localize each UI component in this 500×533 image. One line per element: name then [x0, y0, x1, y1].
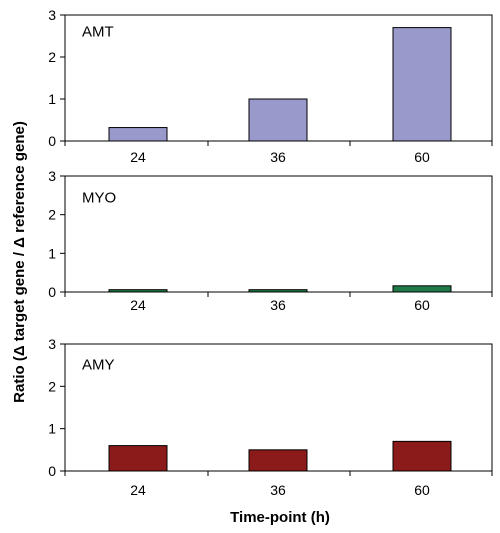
bar-36	[248, 98, 308, 142]
x-tick-label: 36	[270, 149, 286, 165]
y-tick-label: 1	[48, 91, 56, 107]
bar-24	[108, 289, 168, 293]
bar-60	[392, 440, 452, 472]
bar-60	[392, 27, 452, 142]
y-tick-label: 0	[48, 463, 56, 479]
y-tick-label: 3	[48, 7, 56, 23]
x-tick-label: 36	[270, 297, 286, 313]
chart-panel-amt: 0 1 2 3 24 36 60 AMT	[48, 7, 493, 165]
x-tick-label: 24	[130, 149, 146, 165]
chart-panels: 0 1 2 3 24 36 60 AMT 0 1 2 3 24 36 60 MYO 0 1 2 3 24 36 60 AMY	[48, 7, 493, 498]
panel-label: AMT	[82, 23, 114, 40]
panel-label: AMY	[82, 356, 115, 373]
y-tick-label: 1	[48, 421, 56, 437]
y-tick-label: 3	[48, 336, 56, 352]
x-tick-label: 60	[414, 297, 430, 313]
y-tick-label: 3	[48, 168, 56, 184]
y-tick-label: 0	[48, 284, 56, 300]
x-axis-title: Time-point (h)	[230, 509, 330, 526]
x-tick-label: 24	[130, 482, 146, 498]
chart-panel-myo: 0 1 2 3 24 36 60 MYO	[48, 168, 493, 313]
bar-36	[248, 289, 308, 293]
y-tick-label: 2	[48, 49, 56, 65]
bar-24	[108, 127, 168, 142]
y-axis-title: Ratio (Δ target gene / Δ reference gene)	[11, 121, 28, 403]
y-tick-label: 1	[48, 245, 56, 261]
panel-label: MYO	[82, 189, 116, 206]
x-tick-label: 36	[270, 482, 286, 498]
x-tick-label: 24	[130, 297, 146, 313]
y-tick-label: 2	[48, 378, 56, 394]
y-tick-label: 2	[48, 207, 56, 223]
x-tick-label: 60	[414, 482, 430, 498]
plot-frame	[64, 175, 493, 293]
bar-60	[392, 285, 452, 293]
bar-24	[108, 445, 168, 472]
y-tick-label: 0	[48, 133, 56, 149]
x-tick-label: 60	[414, 149, 430, 165]
chart-panel-amy: 0 1 2 3 24 36 60 AMY	[48, 336, 493, 498]
bar-36	[248, 449, 308, 472]
